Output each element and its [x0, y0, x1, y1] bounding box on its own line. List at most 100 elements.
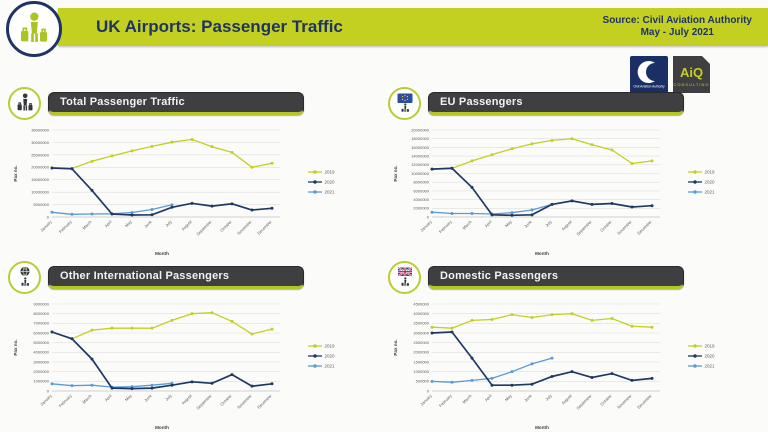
svg-text:25000000: 25000000 [31, 152, 50, 157]
panel-total-passenger-traffic: Total Passenger Traffic 0 5000000 10000000… [8, 86, 380, 256]
svg-text:July: July [544, 219, 553, 228]
svg-text:December: December [256, 219, 273, 236]
svg-text:4500000: 4500000 [413, 301, 429, 306]
svg-text:June: June [523, 219, 533, 229]
svg-text:8000000: 8000000 [413, 180, 429, 185]
svg-text:February: February [58, 393, 73, 408]
svg-text:August: August [180, 393, 193, 406]
svg-text:15000000: 15000000 [31, 177, 50, 182]
svg-text:3500000: 3500000 [413, 321, 429, 326]
svg-text:2020: 2020 [705, 354, 716, 359]
svg-text:5000000: 5000000 [33, 202, 49, 207]
source-line1: Source: Civil Aviation Authority [602, 14, 752, 26]
svg-text:March: March [81, 219, 92, 230]
svg-text:July: July [164, 219, 173, 228]
svg-text:Pax no.: Pax no. [393, 165, 398, 181]
panel-title: Domestic Passengers [440, 270, 559, 282]
svg-text:June: June [143, 219, 153, 229]
panel-title: EU Passengers [440, 96, 523, 108]
eu-passengers-chart: 0 2000000 4000000 6000000 8000000 10000000 120… [393, 127, 716, 256]
svg-text:2021: 2021 [325, 190, 336, 195]
svg-text:2020: 2020 [705, 180, 716, 185]
svg-text:2019: 2019 [705, 170, 716, 175]
svg-text:June: June [523, 393, 533, 403]
svg-text:October: October [599, 219, 613, 233]
svg-text:May: May [504, 393, 513, 402]
traveler-icon [21, 12, 47, 42]
svg-text:April: April [104, 219, 113, 228]
panel-header: EU Passengers [388, 86, 760, 120]
svg-text:2019: 2019 [325, 344, 336, 349]
svg-text:7000000: 7000000 [33, 321, 49, 326]
panel-title: Other International Passengers [60, 270, 230, 282]
svg-text:14000000: 14000000 [411, 154, 430, 159]
svg-text:4000000: 4000000 [413, 311, 429, 316]
svg-text:April: April [484, 393, 493, 402]
svg-text:April: April [104, 393, 113, 402]
brand-logos: Civil Aviation Authority AiQ CONSULTING [630, 56, 710, 93]
svg-text:0: 0 [47, 214, 50, 219]
svg-text:3000000: 3000000 [33, 359, 49, 364]
svg-text:30000000: 30000000 [31, 140, 50, 145]
svg-text:12000000: 12000000 [411, 162, 430, 167]
svg-text:20000000: 20000000 [31, 165, 50, 170]
aiq-logo-title: AiQ [680, 65, 703, 80]
svg-text:2021: 2021 [705, 190, 716, 195]
aiq-logo-subtitle: CONSULTING [674, 82, 710, 87]
svg-text:0: 0 [427, 388, 430, 393]
aiq-logo: AiQ CONSULTING [673, 56, 710, 93]
uk-flag-traveler-icon [388, 260, 421, 294]
svg-text:9000000: 9000000 [33, 301, 49, 306]
svg-text:500000: 500000 [416, 379, 430, 384]
panel-title-bar: EU Passengers [428, 91, 684, 115]
svg-text:2000000: 2000000 [33, 369, 49, 374]
eu-flag-traveler-icon [388, 86, 421, 120]
svg-text:2019: 2019 [705, 344, 716, 349]
header-band: UK Airports: Passenger Traffic Source: C… [58, 8, 768, 46]
panel-other-international-passengers: Other International Passengers 0 1000000 2… [8, 260, 380, 430]
page-title: UK Airports: Passenger Traffic [96, 17, 343, 36]
svg-text:November: November [616, 219, 633, 236]
total-passenger-traffic-chart: 0 5000000 10000000 15000000 20000000 25000000… [13, 127, 336, 256]
svg-text:October: October [599, 393, 613, 407]
svg-text:10000000: 10000000 [31, 190, 50, 195]
svg-text:6000000: 6000000 [33, 330, 49, 335]
domestic-passengers-chart: 0 500000 1000000 1500000 2000000 2500000 30000… [393, 301, 716, 430]
svg-text:1000000: 1000000 [413, 369, 429, 374]
svg-text:2020: 2020 [325, 180, 336, 185]
svg-text:Pax no.: Pax no. [393, 339, 398, 355]
svg-text:November: November [616, 393, 633, 410]
svg-text:January: January [419, 393, 433, 407]
svg-text:5000000: 5000000 [33, 340, 49, 345]
svg-text:Month: Month [155, 251, 169, 256]
svg-text:Pax no.: Pax no. [13, 339, 18, 355]
svg-text:November: November [236, 393, 253, 410]
svg-text:2500000: 2500000 [413, 340, 429, 345]
svg-text:Pax no.: Pax no. [13, 165, 18, 181]
svg-text:35000000: 35000000 [31, 127, 50, 132]
svg-text:Month: Month [535, 251, 549, 256]
svg-text:December: December [636, 219, 653, 236]
svg-text:January: January [39, 393, 53, 407]
svg-text:April: April [484, 219, 493, 228]
svg-text:December: December [256, 393, 273, 410]
svg-text:2020: 2020 [325, 354, 336, 359]
panel-eu-passengers: EU Passengers 0 2000000 4000000 6000000 8000… [388, 86, 760, 256]
source-line2: May - July 2021 [640, 27, 714, 38]
svg-text:October: October [219, 393, 233, 407]
svg-text:January: January [39, 219, 53, 233]
svg-text:September: September [195, 393, 213, 411]
svg-text:February: February [58, 219, 73, 234]
svg-text:September: September [195, 219, 213, 237]
panel-header: Domestic Passengers [388, 260, 760, 294]
svg-text:July: July [164, 393, 173, 402]
svg-text:1500000: 1500000 [413, 359, 429, 364]
svg-text:December: December [636, 393, 653, 410]
svg-text:16000000: 16000000 [411, 145, 430, 150]
svg-text:3000000: 3000000 [413, 330, 429, 335]
svg-text:November: November [236, 219, 253, 236]
svg-text:March: March [81, 393, 92, 404]
svg-text:0: 0 [47, 388, 50, 393]
svg-text:May: May [124, 393, 133, 402]
